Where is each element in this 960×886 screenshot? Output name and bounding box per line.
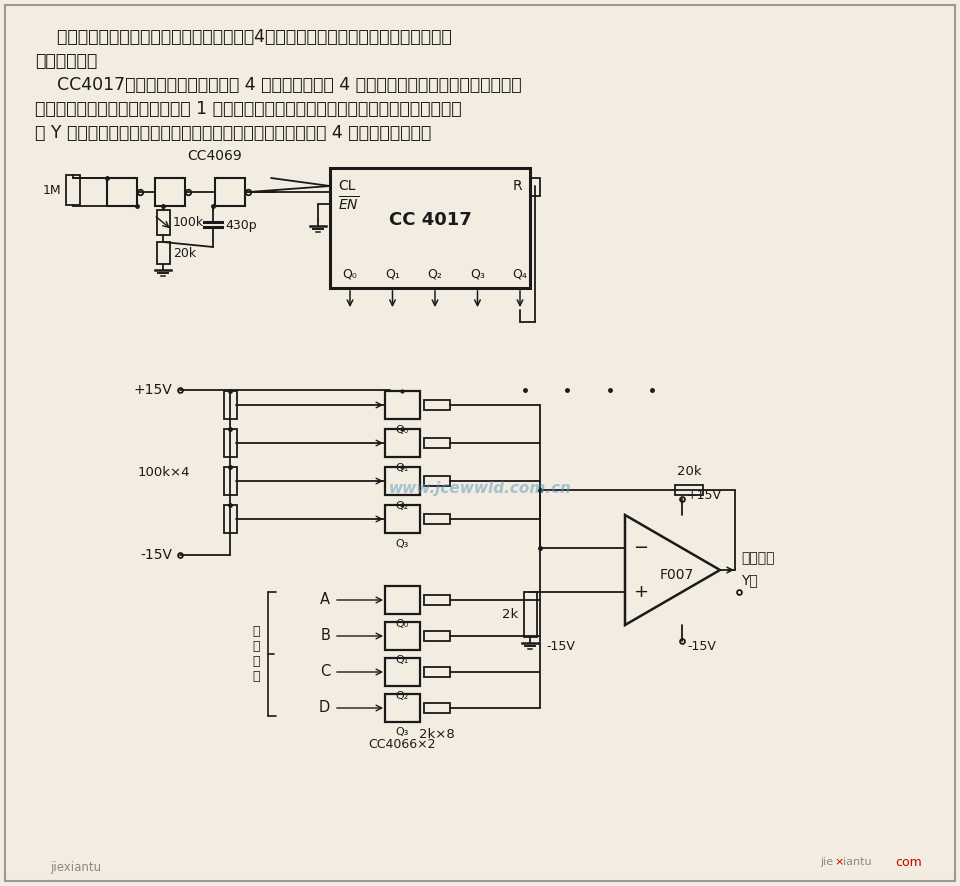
Text: 20k: 20k — [173, 246, 196, 260]
Bar — [424, 514, 450, 524]
Text: Q₂: Q₂ — [396, 501, 409, 511]
Text: Q₃: Q₃ — [470, 268, 485, 281]
Text: D: D — [319, 701, 330, 716]
Bar — [330, 168, 530, 288]
Text: +15V: +15V — [687, 488, 722, 501]
Text: com: com — [895, 856, 922, 868]
Bar — [424, 667, 450, 677]
Bar — [224, 505, 237, 533]
Text: 器 Y 轴。由于各信号对应于不同的直流电平，所以示波器能将 4 路信号上下分开。: 器 Y 轴。由于各信号对应于不同的直流电平，所以示波器能将 4 路信号上下分开。 — [35, 124, 431, 142]
Bar — [424, 400, 450, 410]
Text: F007: F007 — [660, 568, 694, 582]
Text: −: − — [633, 539, 648, 557]
Bar — [424, 476, 450, 486]
Bar — [424, 438, 450, 448]
Bar — [524, 592, 537, 637]
Bar — [424, 703, 450, 713]
Text: CC4069: CC4069 — [187, 149, 242, 163]
Bar — [385, 658, 420, 686]
Text: 2k: 2k — [502, 608, 518, 620]
Text: Q₀: Q₀ — [343, 268, 357, 281]
Bar — [385, 391, 420, 419]
Text: -15V: -15V — [546, 641, 575, 654]
Text: CC4066×2: CC4066×2 — [369, 738, 436, 751]
Text: CL: CL — [338, 179, 355, 193]
Bar — [224, 467, 237, 495]
Text: -15V: -15V — [687, 641, 716, 654]
Text: 100k: 100k — [173, 215, 204, 229]
Text: Q₃: Q₃ — [396, 539, 409, 549]
Text: Q₀: Q₀ — [396, 619, 409, 629]
Text: Q₃: Q₃ — [396, 727, 409, 737]
Text: iantu: iantu — [843, 857, 872, 867]
Text: www.jcewwld.com.cn: www.jcewwld.com.cn — [389, 480, 571, 495]
Bar — [224, 391, 237, 419]
Text: 输
入
信
号: 输 入 信 号 — [252, 625, 260, 683]
Text: Q₄: Q₄ — [513, 268, 527, 281]
Text: Q₂: Q₂ — [427, 268, 443, 281]
Text: A: A — [320, 593, 330, 608]
Text: jiexiantu: jiexiantu — [50, 860, 101, 874]
Bar — [385, 586, 420, 614]
Text: ×: × — [834, 857, 844, 867]
Text: 模拟开关分别加上可调直流电平和 1 路信号，通过运算放大器组成的加法器混合后送到示波: 模拟开关分别加上可调直流电平和 1 路信号，通过运算放大器组成的加法器混合后送到… — [35, 100, 462, 118]
Text: CC4017为振荡器和计数器，组成 4 节拍电路，控制 4 对模拟开关，使其依次接通。每一对: CC4017为振荡器和计数器，组成 4 节拍电路，控制 4 对模拟开关，使其依次… — [35, 76, 521, 94]
Bar — [157, 242, 170, 264]
Bar — [385, 505, 420, 533]
Bar — [385, 429, 420, 457]
Text: R: R — [513, 179, 522, 193]
Bar — [107, 178, 137, 206]
Text: 本显示装置电路利用单线示波器能同时显示4路连续信号，以便于对不同信号的时间关: 本显示装置电路利用单线示波器能同时显示4路连续信号，以便于对不同信号的时间关 — [35, 28, 452, 46]
Bar — [66, 175, 80, 205]
Text: 至示波器: 至示波器 — [741, 551, 775, 565]
Bar — [530, 178, 540, 196]
Text: Q₁: Q₁ — [396, 655, 409, 665]
Bar — [385, 622, 420, 650]
Text: 430p: 430p — [225, 219, 256, 231]
Text: Q₁: Q₁ — [385, 268, 400, 281]
Text: B: B — [320, 628, 330, 643]
Bar — [157, 210, 170, 235]
Text: CC 4017: CC 4017 — [389, 211, 471, 229]
Text: 系进行比较。: 系进行比较。 — [35, 52, 97, 70]
Text: C: C — [320, 664, 330, 680]
Text: +: + — [633, 583, 648, 601]
Text: Y轴: Y轴 — [741, 573, 757, 587]
Text: 20k: 20k — [677, 465, 702, 478]
Text: 2k×8: 2k×8 — [420, 728, 455, 741]
Bar — [675, 485, 703, 495]
Text: -15V: -15V — [140, 548, 172, 562]
Text: jie: jie — [820, 857, 833, 867]
Bar — [155, 178, 185, 206]
Text: Q₀: Q₀ — [396, 425, 409, 435]
Text: 100k×4: 100k×4 — [137, 465, 190, 478]
Bar — [424, 631, 450, 641]
Text: $\overline{EN}$: $\overline{EN}$ — [338, 195, 359, 214]
Text: 1M: 1M — [42, 183, 61, 197]
Text: Q₁: Q₁ — [396, 463, 409, 473]
Bar — [424, 595, 450, 605]
Bar — [224, 429, 237, 457]
Text: +15V: +15V — [133, 383, 172, 397]
Bar — [385, 467, 420, 495]
Bar — [215, 178, 245, 206]
Text: Q₂: Q₂ — [396, 691, 409, 701]
Bar — [385, 694, 420, 722]
